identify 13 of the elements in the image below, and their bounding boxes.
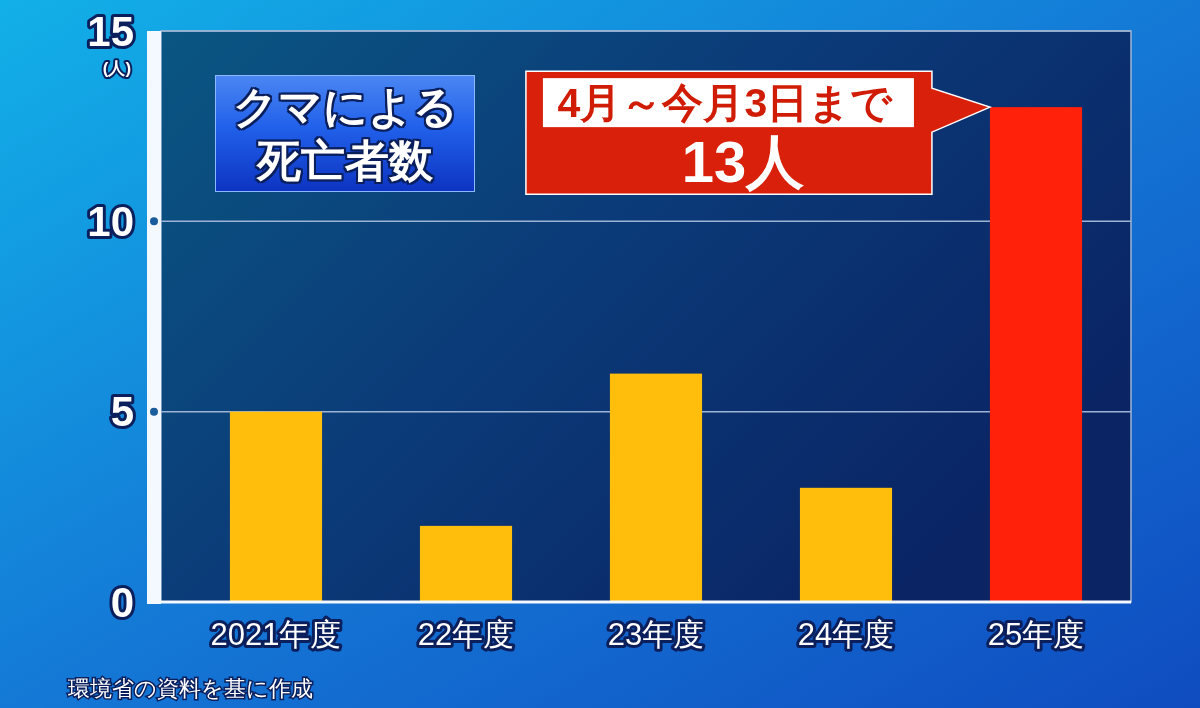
x-tick-label: 25年度	[987, 616, 1085, 652]
y-tick-label: 15	[87, 7, 134, 55]
x-tick-label: 22年度	[417, 616, 515, 652]
y-axis-title: (人)	[102, 58, 132, 78]
title: クマによる死亡者数	[215, 75, 475, 192]
x-tick-label: 24年度	[797, 616, 895, 652]
text: 環境省の資料を基に作成	[68, 675, 313, 701]
y-tick-label: 0	[110, 578, 134, 626]
y-tick-label: 10	[87, 197, 134, 245]
x-tick-label: 23年度	[607, 616, 705, 652]
annotation: 4月～今月3日まで 13人	[557, 80, 893, 194]
x-tick-label: 2021年度	[210, 616, 342, 652]
y-tick-label: 5	[110, 388, 134, 436]
